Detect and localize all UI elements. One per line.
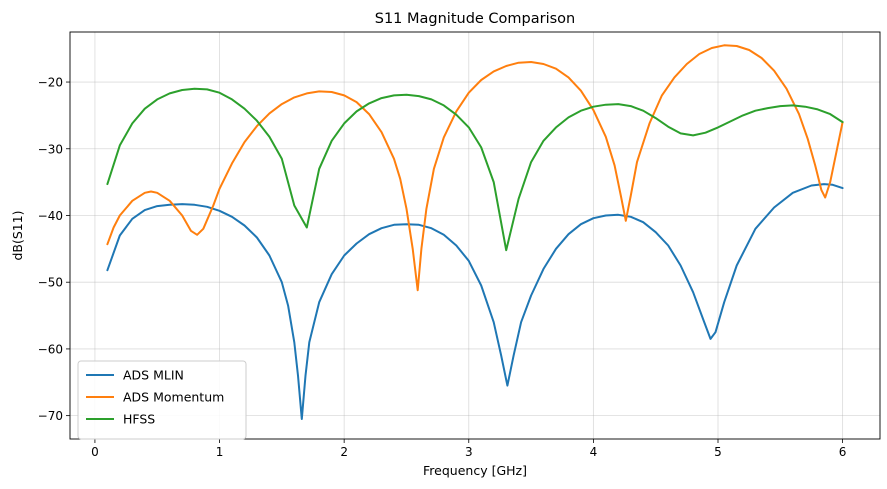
x-tick-label: 2 bbox=[340, 445, 348, 459]
x-tick-label: 4 bbox=[590, 445, 598, 459]
x-tick-label: 3 bbox=[465, 445, 473, 459]
ticks: 0 1 2 3 4 5 6 −70 −60 −50 −40 −30 −20 bbox=[38, 76, 847, 459]
y-tick-label: −30 bbox=[38, 142, 63, 156]
legend: ADS MLIN ADS Momentum HFSS bbox=[77, 360, 247, 440]
series-line-ads-mlin bbox=[106, 183, 844, 420]
legend-label: HFSS bbox=[123, 412, 155, 427]
series-layer bbox=[106, 44, 844, 420]
x-tick-label: 6 bbox=[839, 445, 847, 459]
legend-label: ADS MLIN bbox=[123, 368, 184, 383]
legend-box bbox=[77, 360, 247, 440]
y-tick-label: −50 bbox=[38, 276, 63, 290]
x-tick-label: 1 bbox=[216, 445, 224, 459]
x-axis-title: Frequency [GHz] bbox=[423, 463, 527, 478]
plot-frame bbox=[69, 31, 881, 440]
legend-label: ADS Momentum bbox=[123, 390, 224, 405]
y-tick-label: −20 bbox=[38, 76, 63, 90]
y-tick-label: −40 bbox=[38, 209, 63, 223]
x-tick-label: 0 bbox=[91, 445, 99, 459]
y-tick-label: −60 bbox=[38, 342, 63, 356]
chart-title: S11 Magnitude Comparison bbox=[375, 11, 576, 27]
series-line-ads-momentum bbox=[106, 44, 844, 292]
y-axis-title: dB(S11) bbox=[10, 210, 25, 260]
series-line-hfss bbox=[106, 87, 844, 252]
x-tick-label: 5 bbox=[714, 445, 722, 459]
y-tick-label: −70 bbox=[38, 409, 63, 423]
